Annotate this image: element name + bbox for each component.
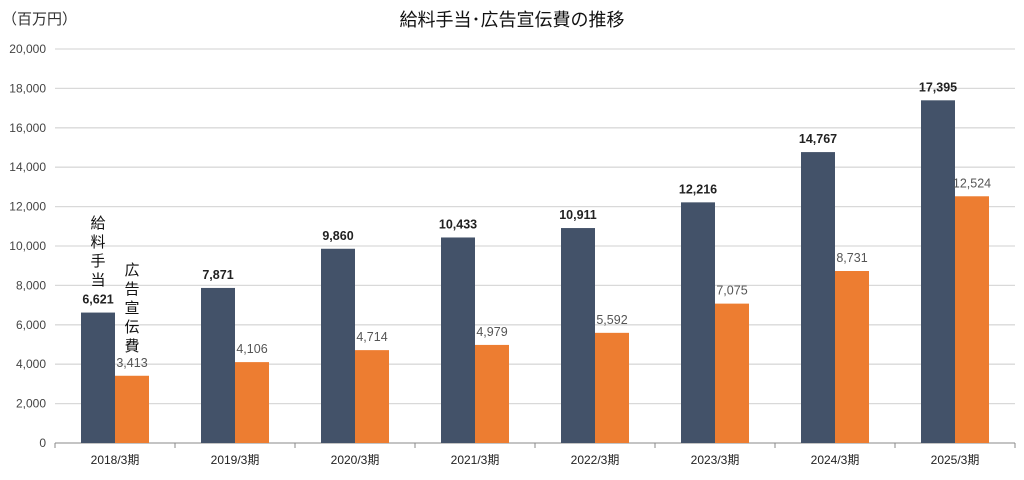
legend-advertising-char: 費 xyxy=(124,338,139,355)
data-label: 3,413 xyxy=(116,356,147,370)
x-tick-label: 2022/3期 xyxy=(571,453,620,467)
chart-title: 給料手当･広告宣伝費の推移 xyxy=(400,10,625,30)
bar-salary xyxy=(681,202,715,443)
data-label: 9,860 xyxy=(322,229,353,243)
data-label: 14,767 xyxy=(799,132,837,146)
y-tick-label: 2,000 xyxy=(16,397,46,411)
y-tick-label: 10,000 xyxy=(9,239,46,253)
data-label: 4,979 xyxy=(476,325,507,339)
bar-advertising xyxy=(475,344,509,443)
bar-salary xyxy=(561,228,595,443)
data-label: 7,871 xyxy=(202,268,233,282)
bar-advertising xyxy=(355,350,389,443)
x-tick-label: 2021/3期 xyxy=(451,453,500,467)
legend-salary-char: 当 xyxy=(90,272,105,289)
y-tick-label: 0 xyxy=(39,436,46,450)
x-tick-label: 2025/3期 xyxy=(931,453,980,467)
data-label: 17,395 xyxy=(919,80,957,94)
data-label: 8,731 xyxy=(836,251,867,265)
data-label: 10,911 xyxy=(559,208,597,222)
legend-advertising-char: 宣 xyxy=(124,300,139,317)
data-label: 10,433 xyxy=(439,217,477,231)
data-label: 4,714 xyxy=(356,330,387,344)
x-tick-label: 2018/3期 xyxy=(91,453,140,467)
unit-label: （百万円） xyxy=(2,11,77,28)
legend-advertising-char: 伝 xyxy=(124,319,139,336)
data-label: 4,106 xyxy=(236,342,267,356)
bar-advertising xyxy=(955,196,989,443)
x-tick-label: 2023/3期 xyxy=(691,453,740,467)
bar-salary xyxy=(321,248,355,443)
bar-salary xyxy=(81,312,115,443)
x-tick-label: 2024/3期 xyxy=(811,453,860,467)
bar-advertising xyxy=(235,362,269,443)
bar-advertising xyxy=(715,303,749,443)
bar-advertising xyxy=(835,270,869,443)
bar-salary xyxy=(201,287,235,443)
y-tick-label: 14,000 xyxy=(9,160,46,174)
data-label: 5,592 xyxy=(596,313,627,327)
bar-salary xyxy=(801,152,835,444)
x-tick-label: 2020/3期 xyxy=(331,453,380,467)
y-tick-label: 16,000 xyxy=(9,121,46,135)
bar-advertising xyxy=(115,375,149,443)
legend-salary-char: 料 xyxy=(90,234,105,251)
data-label: 12,216 xyxy=(679,182,717,196)
y-tick-label: 12,000 xyxy=(9,200,46,214)
y-tick-label: 18,000 xyxy=(9,81,46,95)
bar-salary xyxy=(441,237,475,443)
bar-salary xyxy=(921,100,955,444)
bar-advertising xyxy=(595,332,629,443)
legend-advertising-char: 広 xyxy=(124,262,139,279)
y-tick-label: 4,000 xyxy=(16,357,46,371)
x-tick-label: 2019/3期 xyxy=(211,453,260,467)
legend-salary-char: 手 xyxy=(90,253,105,270)
legend-advertising-char: 告 xyxy=(124,281,139,298)
y-tick-label: 8,000 xyxy=(16,278,46,292)
y-tick-label: 20,000 xyxy=(9,42,46,56)
data-label: 12,524 xyxy=(953,176,991,190)
data-label: 7,075 xyxy=(716,284,747,298)
y-tick-label: 6,000 xyxy=(16,318,46,332)
legend-salary-char: 給 xyxy=(90,215,105,232)
data-label: 6,621 xyxy=(82,293,113,307)
